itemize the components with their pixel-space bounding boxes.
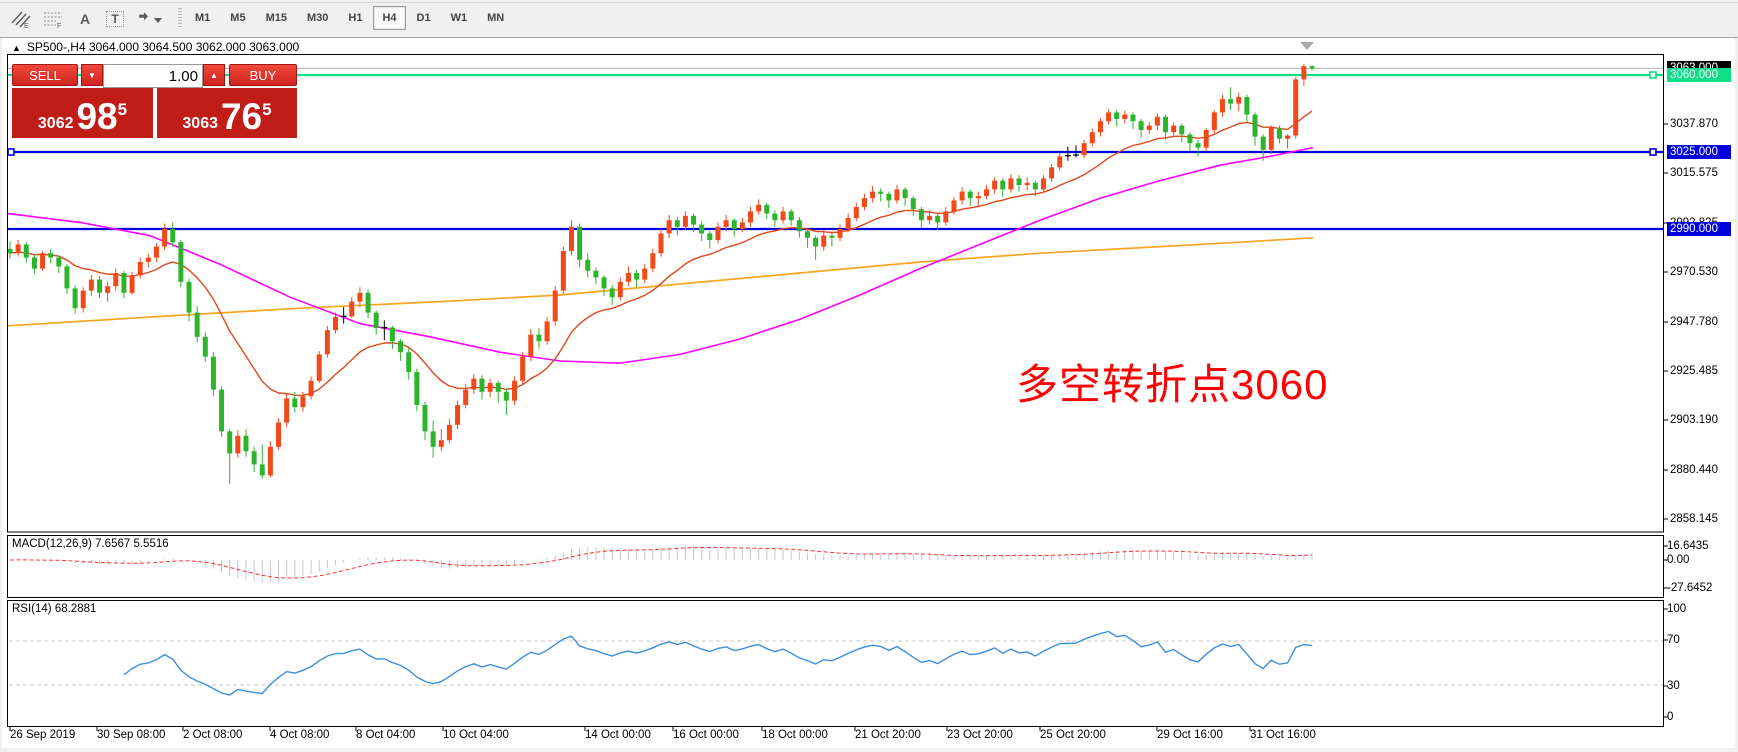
toolbar-gripper[interactable]	[178, 8, 182, 29]
rsi-scale-label: 100	[1667, 603, 1687, 615]
sell-button[interactable]: SELL	[12, 64, 78, 86]
price-axis-label: 3025.000	[1667, 145, 1731, 159]
rsi-scale-label: 70	[1667, 634, 1680, 646]
timeframe-button-h1[interactable]: H1	[339, 6, 371, 30]
price-axis-label: 2947.780	[1670, 316, 1718, 328]
volume-up-button[interactable]: ▲	[203, 64, 225, 86]
time-axis-label: 21 Oct 20:00	[855, 729, 921, 741]
time-axis-label: 30 Sep 08:00	[97, 729, 166, 741]
time-axis-label: 31 Oct 16:00	[1250, 729, 1316, 741]
time-axis-label: 29 Oct 16:00	[1157, 729, 1223, 741]
price-axis-label: 3037.870	[1670, 118, 1718, 130]
timeframe-button-m30[interactable]: M30	[298, 6, 337, 30]
time-axis-label: 4 Oct 08:00	[270, 729, 330, 741]
time-axis-label: 8 Oct 04:00	[356, 729, 416, 741]
rsi-indicator-label: RSI(14) 68.2881	[12, 603, 97, 615]
toolbar-groove	[0, 2, 1738, 3]
window-bottom-edge	[0, 748, 1738, 752]
ask-price-box[interactable]: 3063 76 5	[157, 88, 297, 138]
price-axis-label: 2880.440	[1670, 464, 1718, 476]
timeframe-button-d1[interactable]: D1	[408, 6, 440, 30]
time-axis-label: 10 Oct 04:00	[443, 729, 509, 741]
label-tool-icon[interactable]: T	[102, 6, 128, 31]
price-axis-label: 2858.145	[1670, 513, 1718, 525]
bid-pipette: 5	[117, 100, 128, 119]
price-axis-label: 2990.000	[1667, 222, 1731, 236]
svg-text:E: E	[24, 23, 29, 29]
time-axis-label: 2 Oct 08:00	[183, 729, 243, 741]
bid-integer: 3062	[37, 115, 74, 132]
timeframe-button-mn[interactable]: MN	[478, 6, 513, 30]
ask-integer: 3063	[182, 115, 218, 132]
time-axis-label: 25 Oct 20:00	[1040, 729, 1106, 741]
chart-collapse-icon[interactable]: ▲	[12, 43, 21, 53]
rsi-scale-label: 30	[1667, 680, 1680, 692]
ask-pips: 76	[220, 96, 263, 137]
time-axis-label: 26 Sep 2019	[10, 729, 76, 741]
price-axis-label: 3015.575	[1670, 167, 1718, 179]
chart-shift-marker-icon[interactable]	[1300, 42, 1314, 50]
timeframe-group: M1 M5 M15 M30 H1 H4 D1 W1 MN	[186, 6, 513, 30]
arrows-tool-icon[interactable]	[134, 6, 168, 31]
ask-pipette: 5	[262, 100, 272, 119]
timeframe-button-w1[interactable]: W1	[442, 6, 477, 30]
price-axis-label: 2970.530	[1670, 266, 1718, 278]
volume-down-button[interactable]: ▼	[81, 64, 103, 86]
price-axis-label: 2925.485	[1670, 365, 1718, 377]
timeframe-button-m15[interactable]: M15	[257, 6, 296, 30]
chart-text-annotation: 多空转折点3060	[1016, 361, 1329, 408]
macd-scale-label: 0.00	[1667, 554, 1690, 566]
svg-text:F: F	[57, 23, 61, 29]
fibonacci-icon[interactable]: F	[40, 6, 66, 31]
toolbar: E F A T M1 M5 M15 M30 H1 H4 D1 W1 MN	[0, 0, 1738, 38]
time-axis-label: 16 Oct 00:00	[673, 729, 739, 741]
rsi-scale-label: 0	[1667, 711, 1674, 723]
timeframe-button-m5[interactable]: M5	[221, 6, 254, 30]
one-click-trading-panel: SELL ▼ ▲ BUY 3062 98 5 3063 76 5	[12, 64, 302, 138]
window-right-edge	[1735, 38, 1738, 752]
volume-input[interactable]	[103, 64, 203, 88]
time-axis-label: 14 Oct 00:00	[585, 729, 651, 741]
bid-price-box[interactable]: 3062 98 5	[12, 88, 153, 138]
macd-scale-label: 16.6435	[1667, 540, 1709, 552]
bid-pips: 98	[76, 96, 118, 137]
equidistant-channel-icon[interactable]: E	[8, 6, 34, 31]
chart-title: ▲ SP500-,H4 3064.000 3064.500 3062.000 30…	[12, 40, 299, 54]
macd-scale-label: -27.6452	[1667, 582, 1713, 594]
price-axis-label: 3060.000	[1667, 68, 1731, 82]
timeframe-button-h4[interactable]: H4	[373, 6, 406, 30]
timeframe-button-m1[interactable]: M1	[186, 6, 219, 30]
time-axis-label: 18 Oct 00:00	[762, 729, 828, 741]
text-tool-icon[interactable]: A	[79, 10, 91, 27]
buy-button[interactable]: BUY	[229, 64, 297, 86]
price-axis-label: 2903.190	[1670, 414, 1718, 426]
time-axis-label: 23 Oct 20:00	[947, 729, 1013, 741]
macd-indicator-label: MACD(12,26,9) 7.6567 5.5516	[12, 538, 169, 550]
chart-title-text: SP500-,H4 3064.000 3064.500 3062.000 306…	[26, 40, 300, 54]
